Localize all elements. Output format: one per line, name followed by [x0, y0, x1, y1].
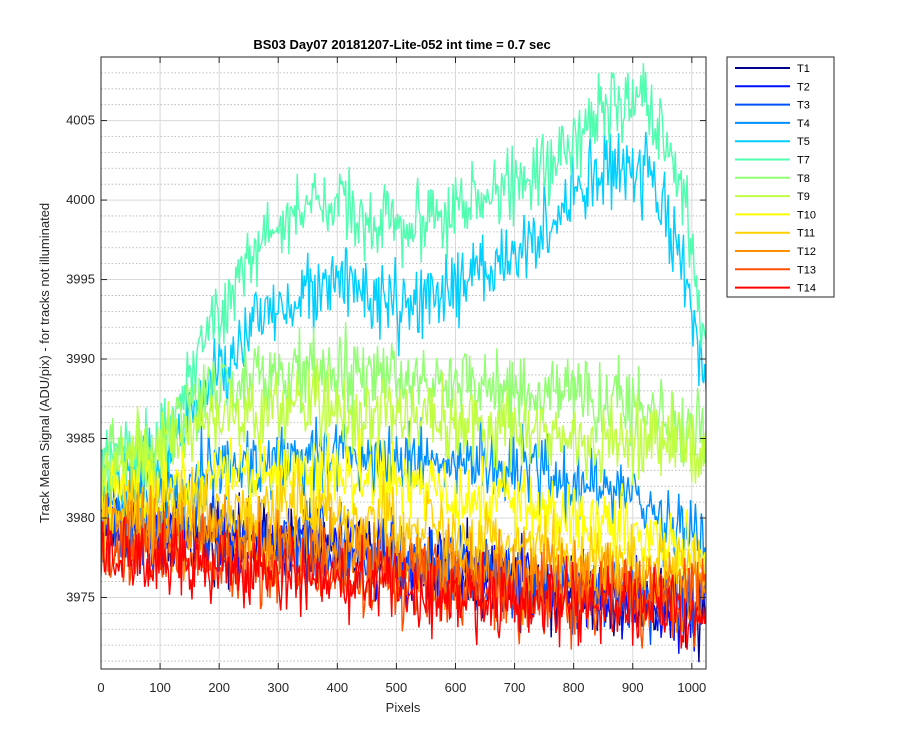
legend-label-t8: T8	[797, 173, 810, 185]
legend-label-t5: T5	[797, 136, 810, 148]
x-axis-label: Pixels	[386, 700, 421, 715]
x-tick-label: 1000	[677, 680, 706, 695]
x-tick-label: 0	[97, 680, 104, 695]
series-line-t7	[101, 63, 706, 498]
legend-label-t10: T10	[797, 209, 816, 221]
legend-label-t7: T7	[797, 155, 810, 167]
x-tick-label: 600	[445, 680, 467, 695]
x-tick-label: 900	[622, 680, 644, 695]
x-tick-label: 200	[208, 680, 230, 695]
x-tick-label: 700	[504, 680, 526, 695]
legend-label-t4: T4	[797, 118, 810, 130]
legend-label-t14: T14	[797, 283, 816, 295]
y-axis: 3975 3980 3985 3990 3995 4000 4005	[66, 113, 706, 604]
y-tick-label: 3990	[66, 351, 95, 366]
legend-label-t9: T9	[797, 191, 810, 203]
x-tick-label: 800	[563, 680, 585, 695]
legend-label-t2: T2	[797, 81, 810, 93]
series-line-t14	[101, 516, 706, 650]
plot-area	[100, 56, 707, 670]
y-tick-label: 3975	[66, 589, 95, 604]
x-tick-label: 300	[267, 680, 289, 695]
plot-frame	[100, 56, 707, 670]
legend: T1 T2 T3 T4 T5 T7 T8 T9 T10 T11 T12 T13 T14	[726, 56, 835, 298]
y-tick-label: 3995	[66, 272, 95, 287]
legend-label-t13: T13	[797, 264, 816, 276]
y-tick-label: 3980	[66, 510, 95, 525]
series-layer	[101, 63, 706, 663]
legend-label-t12: T12	[797, 246, 816, 258]
legend-label-t3: T3	[797, 100, 810, 112]
y-tick-label: 4005	[66, 113, 95, 128]
x-tick-label: 100	[149, 680, 171, 695]
x-axis: 0 100 200 300 400 500 600 700 800 900 1000	[97, 57, 706, 695]
x-tick-label: 500	[386, 680, 408, 695]
y-tick-label: 3985	[66, 431, 95, 446]
series-line-t9	[101, 358, 706, 510]
x-tick-label: 400	[326, 680, 348, 695]
legend-label-t11: T11	[797, 228, 815, 240]
y-tick-label: 4000	[66, 192, 95, 207]
y-axis-label: Track Mean Signal (ADU/pix) - for tracks…	[37, 203, 52, 523]
chart-title: BS03 Day07 20181207-Lite-052 int time = …	[253, 37, 550, 52]
legend-label-t1: T1	[797, 63, 810, 75]
